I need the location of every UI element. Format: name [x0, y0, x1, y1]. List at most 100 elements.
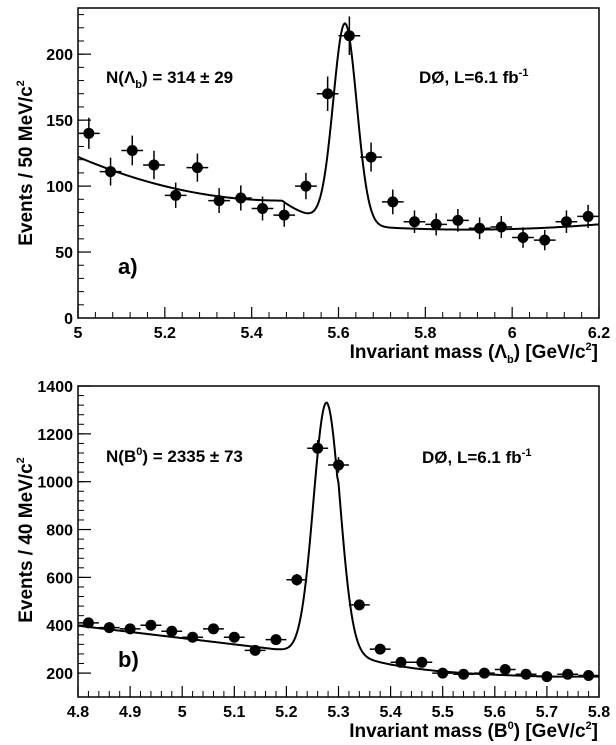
- data-point: [244, 644, 266, 656]
- data-marker: [213, 195, 225, 207]
- panel-b: 4.8 4.9 5 5.1 5.2 5.3 5.4 5.5 5.6 5.7 5.8 200 400 600…: [15, 379, 610, 742]
- data-marker: [520, 668, 532, 680]
- x-tick-label: 4.8: [67, 704, 89, 721]
- data-point: [494, 663, 516, 675]
- data-marker: [83, 127, 95, 139]
- data-marker: [166, 625, 178, 637]
- data-point: [533, 230, 556, 251]
- data-marker: [387, 196, 399, 208]
- data-marker: [235, 192, 247, 204]
- data-marker: [495, 221, 507, 233]
- x-tick-label: 5.2: [275, 704, 297, 721]
- data-marker: [105, 166, 117, 178]
- data-marker: [416, 656, 428, 668]
- data-marker: [82, 617, 94, 629]
- x-tick-label: 6.2: [588, 325, 610, 342]
- data-point: [307, 440, 329, 457]
- x-axis-title: Invariant mass (B0) [GeV/c2]: [349, 720, 598, 742]
- x-tick-label: 5.7: [536, 704, 558, 721]
- data-point: [161, 625, 183, 637]
- data-point: [338, 16, 361, 55]
- data-point: [411, 656, 433, 668]
- x-tick-label: 5.6: [327, 325, 349, 342]
- data-point: [577, 204, 599, 229]
- data-point: [143, 150, 165, 180]
- data-point: [473, 667, 495, 679]
- data-point: [512, 227, 534, 248]
- data-marker: [541, 671, 553, 683]
- y-tick-label: 50: [55, 245, 73, 262]
- y-tick-label: 200: [46, 47, 73, 64]
- data-point: [182, 631, 204, 643]
- y-tick-label: 400: [46, 618, 73, 635]
- panel-label: a): [118, 254, 138, 279]
- data-point: [453, 668, 474, 680]
- x-tick-label: 5.3: [327, 704, 349, 721]
- data-point: [468, 217, 491, 240]
- data-point: [78, 617, 99, 629]
- data-point: [140, 619, 162, 631]
- data-point: [121, 135, 144, 166]
- data-point: [208, 188, 230, 214]
- plot-frame: [77, 385, 600, 698]
- fit-curve: [77, 21, 600, 231]
- data-point: [432, 667, 454, 679]
- data-point: [98, 622, 120, 634]
- y-tick-label: 800: [46, 523, 73, 540]
- y-tick-label: 1000: [37, 475, 73, 492]
- data-marker: [517, 232, 529, 244]
- data-marker: [291, 574, 303, 586]
- x-tick-label: 5.4: [241, 325, 263, 342]
- data-point: [229, 185, 252, 211]
- data-point: [369, 643, 391, 655]
- data-point: [273, 203, 296, 227]
- panel-a: 5 5.2 5.4 5.6 5.8 6 6.2 50 100 150 200 0 N(Λb) = 314…: [15, 7, 610, 366]
- data-marker: [365, 151, 377, 163]
- data-point: [316, 76, 339, 111]
- data-point: [348, 599, 370, 611]
- data-marker: [583, 669, 595, 681]
- data-point: [578, 669, 599, 681]
- x-tick-label: 5.1: [223, 704, 245, 721]
- data-point: [223, 631, 245, 643]
- data-marker: [452, 214, 464, 226]
- data-marker: [278, 209, 290, 221]
- data-marker: [270, 634, 282, 646]
- data-point: [447, 209, 469, 232]
- data-point: [265, 634, 287, 646]
- data-point: [328, 457, 349, 473]
- data-marker: [430, 218, 442, 230]
- data-marker: [145, 619, 157, 631]
- data-point: [360, 142, 382, 172]
- data-marker: [312, 442, 324, 454]
- data-marker: [170, 189, 182, 201]
- data-marker: [191, 162, 203, 174]
- data-point: [251, 196, 274, 221]
- data-marker: [353, 599, 365, 611]
- x-tick-label: 5.8: [414, 325, 436, 342]
- x-tick-label: 5.5: [432, 704, 454, 721]
- y-tick-label: 150: [46, 113, 73, 130]
- data-marker: [257, 203, 269, 215]
- data-marker: [478, 667, 490, 679]
- data-point: [186, 153, 209, 182]
- data-point: [381, 189, 404, 215]
- data-point: [203, 623, 224, 635]
- annotation-yield: N(B0) = 2335 ± 73: [106, 446, 243, 466]
- data-marker: [499, 663, 511, 675]
- data-marker: [322, 88, 334, 100]
- data-marker: [187, 631, 199, 643]
- data-marker: [333, 459, 344, 471]
- data-marker: [148, 159, 160, 171]
- annotation-lumi: DØ, L=6.1 fb-1: [422, 447, 531, 467]
- y-axis-title: Events / 50 MeV/c2: [15, 80, 37, 246]
- y-tick-label: 0: [64, 311, 73, 328]
- y-axis-title: Events / 40 MeV/c2: [15, 457, 37, 623]
- data-point: [515, 668, 537, 680]
- data-point: [286, 573, 308, 586]
- data-point: [390, 656, 412, 668]
- annotation-lumi: DØ, L=6.1 fb-1: [419, 67, 528, 87]
- y-tick-label: 600: [46, 570, 73, 587]
- data-marker: [249, 644, 261, 656]
